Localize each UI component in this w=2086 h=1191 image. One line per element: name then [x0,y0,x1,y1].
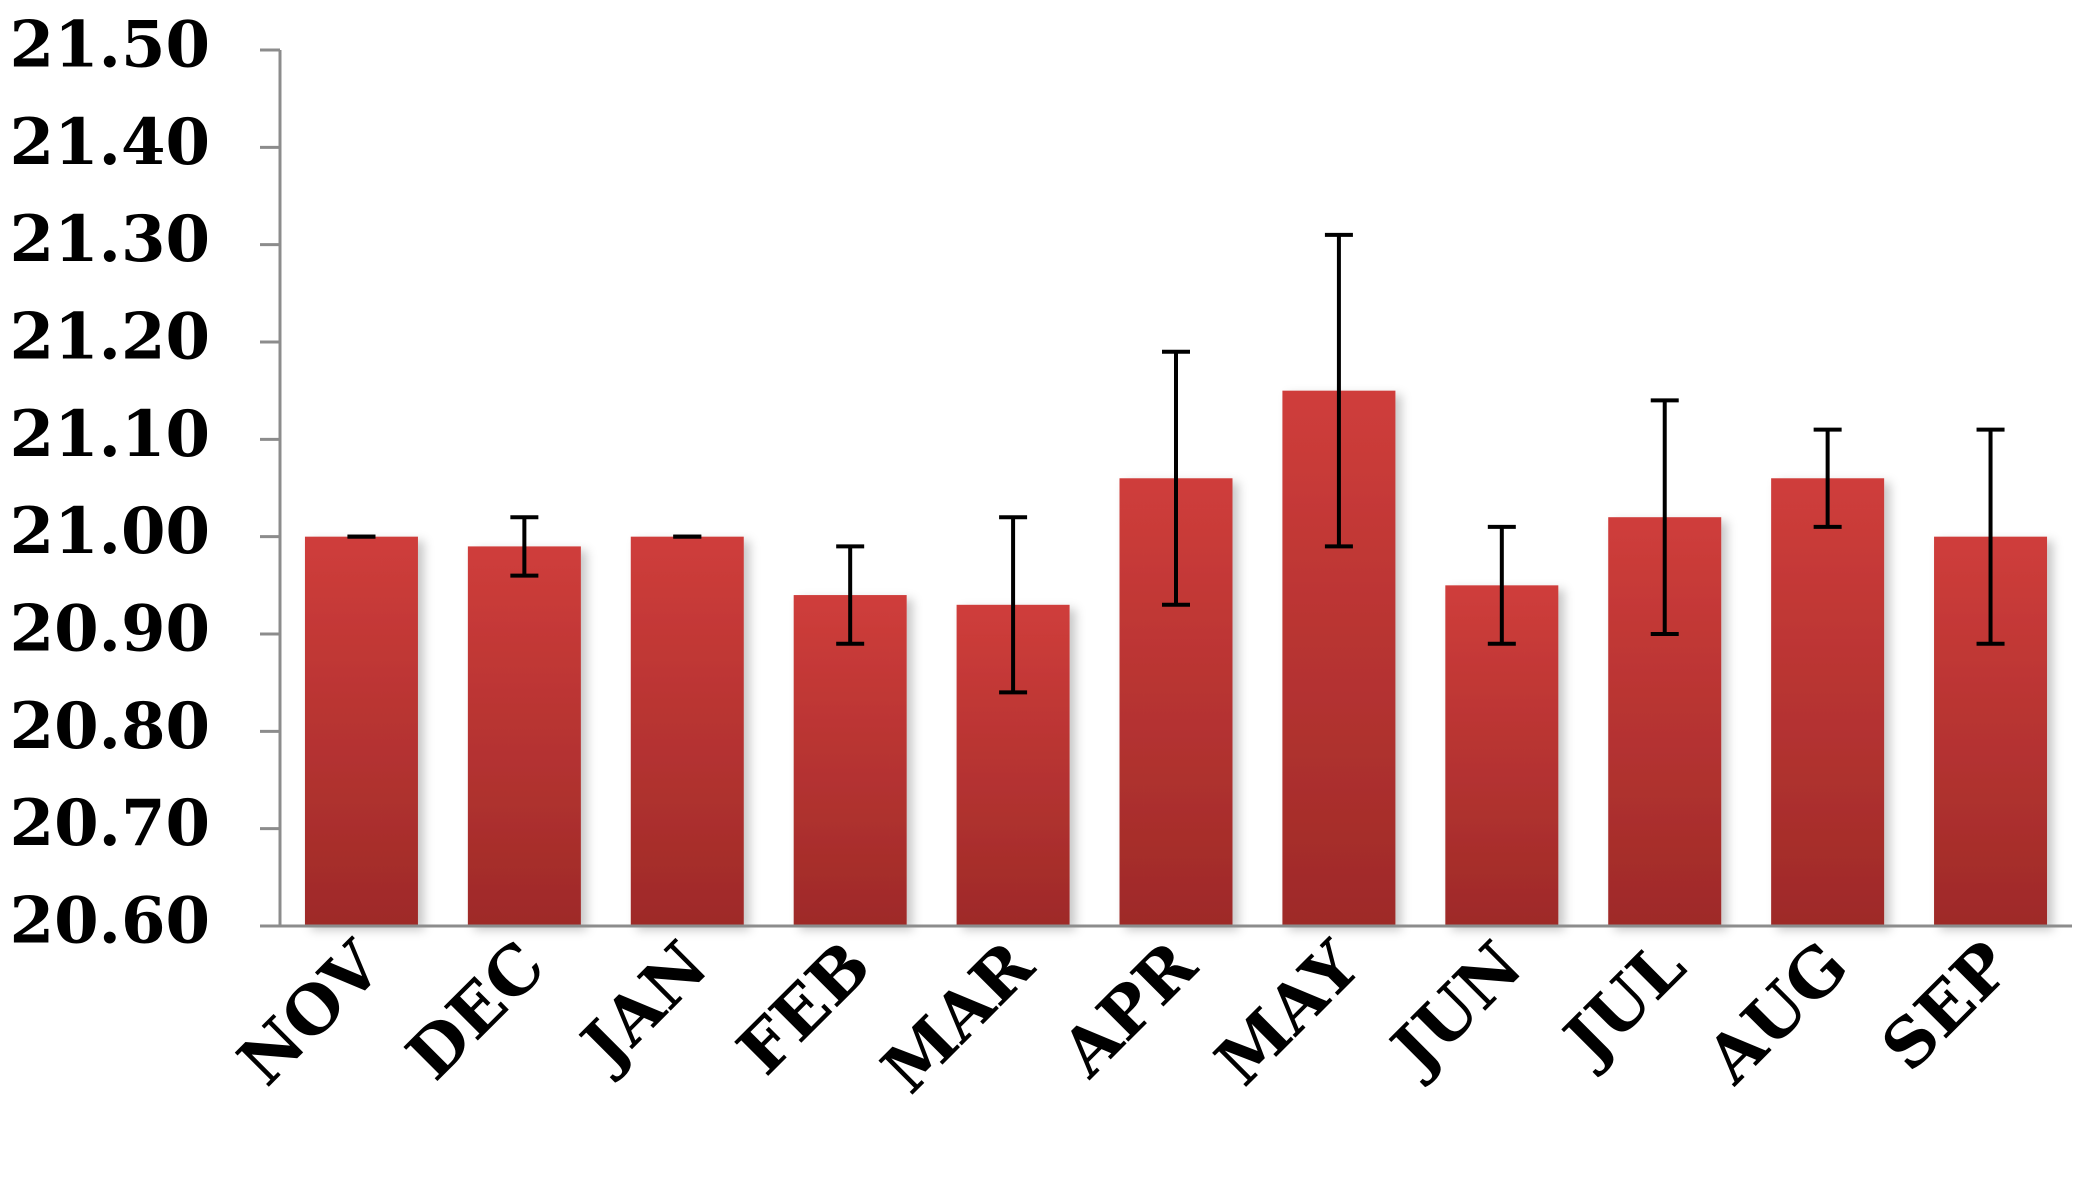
y-tick-labels: 20.60 20.70 20.80 20.90 21.00 21.10 21.20 21.30… [10,8,210,959]
y-tick-label: 21.20 [10,300,210,375]
error-bar-feb [836,544,865,646]
x-tick-label-apr: APR [1045,925,1212,1092]
x-tick-label-nov: NOV [223,925,398,1100]
error-bar-jul [1650,398,1679,636]
error-bar-may [1324,232,1353,549]
y-tick-label: 20.90 [10,592,210,667]
y-tick-label: 20.80 [10,689,210,764]
error-bar-sep [1976,427,2005,646]
error-bar-mar [999,515,1028,695]
error-bar-dec [510,515,539,578]
x-tick-label-mar: MAR [867,925,1050,1108]
bar-jan [630,536,744,926]
axes-group [260,48,2072,928]
error-bar-apr [1162,349,1190,607]
bar-feb [793,595,907,926]
x-tick-label-aug: AUG [1690,926,1863,1099]
x-tick-label-sep: SEP [1866,926,2026,1086]
error-bar-jun [1487,524,1516,646]
x-tick-label-feb: FEB [722,926,885,1089]
y-tick-label: 21.50 [10,8,210,83]
y-tick-label: 21.10 [10,397,210,472]
y-tick-label: 21.00 [10,494,210,569]
bar-dec [467,546,581,926]
y-tick-label: 20.60 [10,884,210,959]
bar-nov [304,536,418,926]
y-tick-label: 21.30 [10,202,210,277]
bars-group [304,390,2048,927]
error-bar-aug [1813,427,1842,529]
error-bars-group [347,232,2005,695]
bar-aug [1771,478,1885,926]
x-tick-label-dec: DEC [391,926,559,1094]
y-tick-label: 21.40 [10,105,210,180]
x-tick-label-jul: JUL [1546,926,1700,1080]
x-tick-label-jan: JAN [563,926,723,1086]
x-tick-label-may: MAY [1200,926,1375,1101]
x-tick-label-jun: JUN [1373,926,1537,1090]
y-tick-label: 20.70 [10,786,210,861]
